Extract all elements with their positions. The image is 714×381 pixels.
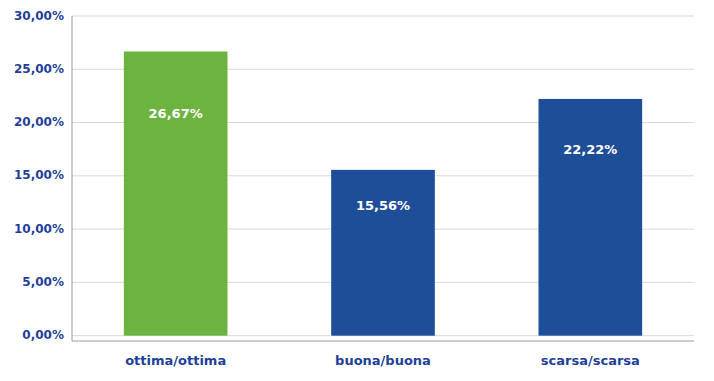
x-axis-line [72,341,694,342]
y-tick-label: 10,00% [14,222,64,236]
y-tick-label: 30,00% [14,9,64,23]
x-tick-label: ottima/ottima [125,353,226,368]
grid-line [72,16,694,17]
y-tick-label: 0,00% [22,328,64,342]
bar [539,99,643,336]
chart-container: 0,00% 5,00% 10,00% 15,00% 20,00% 25,00% 30,00%… [0,0,714,381]
y-tick-label: 25,00% [14,62,64,76]
x-tick-label: scarsa/scarsa [541,353,640,368]
bars [124,51,642,335]
y-tick-label: 5,00% [22,275,64,289]
bar [331,170,435,336]
data-label: 22,22% [563,142,617,157]
data-label: 26,67% [149,106,203,121]
data-label: 15,56% [356,198,410,213]
chart-svg: 0,00% 5,00% 10,00% 15,00% 20,00% 25,00% 30,00%… [0,0,714,381]
x-tick-label: buona/buona [335,353,431,368]
y-axis-line [72,16,73,341]
y-tick-label: 15,00% [14,168,64,182]
bar [124,51,228,335]
y-tick-label: 20,00% [14,115,64,129]
